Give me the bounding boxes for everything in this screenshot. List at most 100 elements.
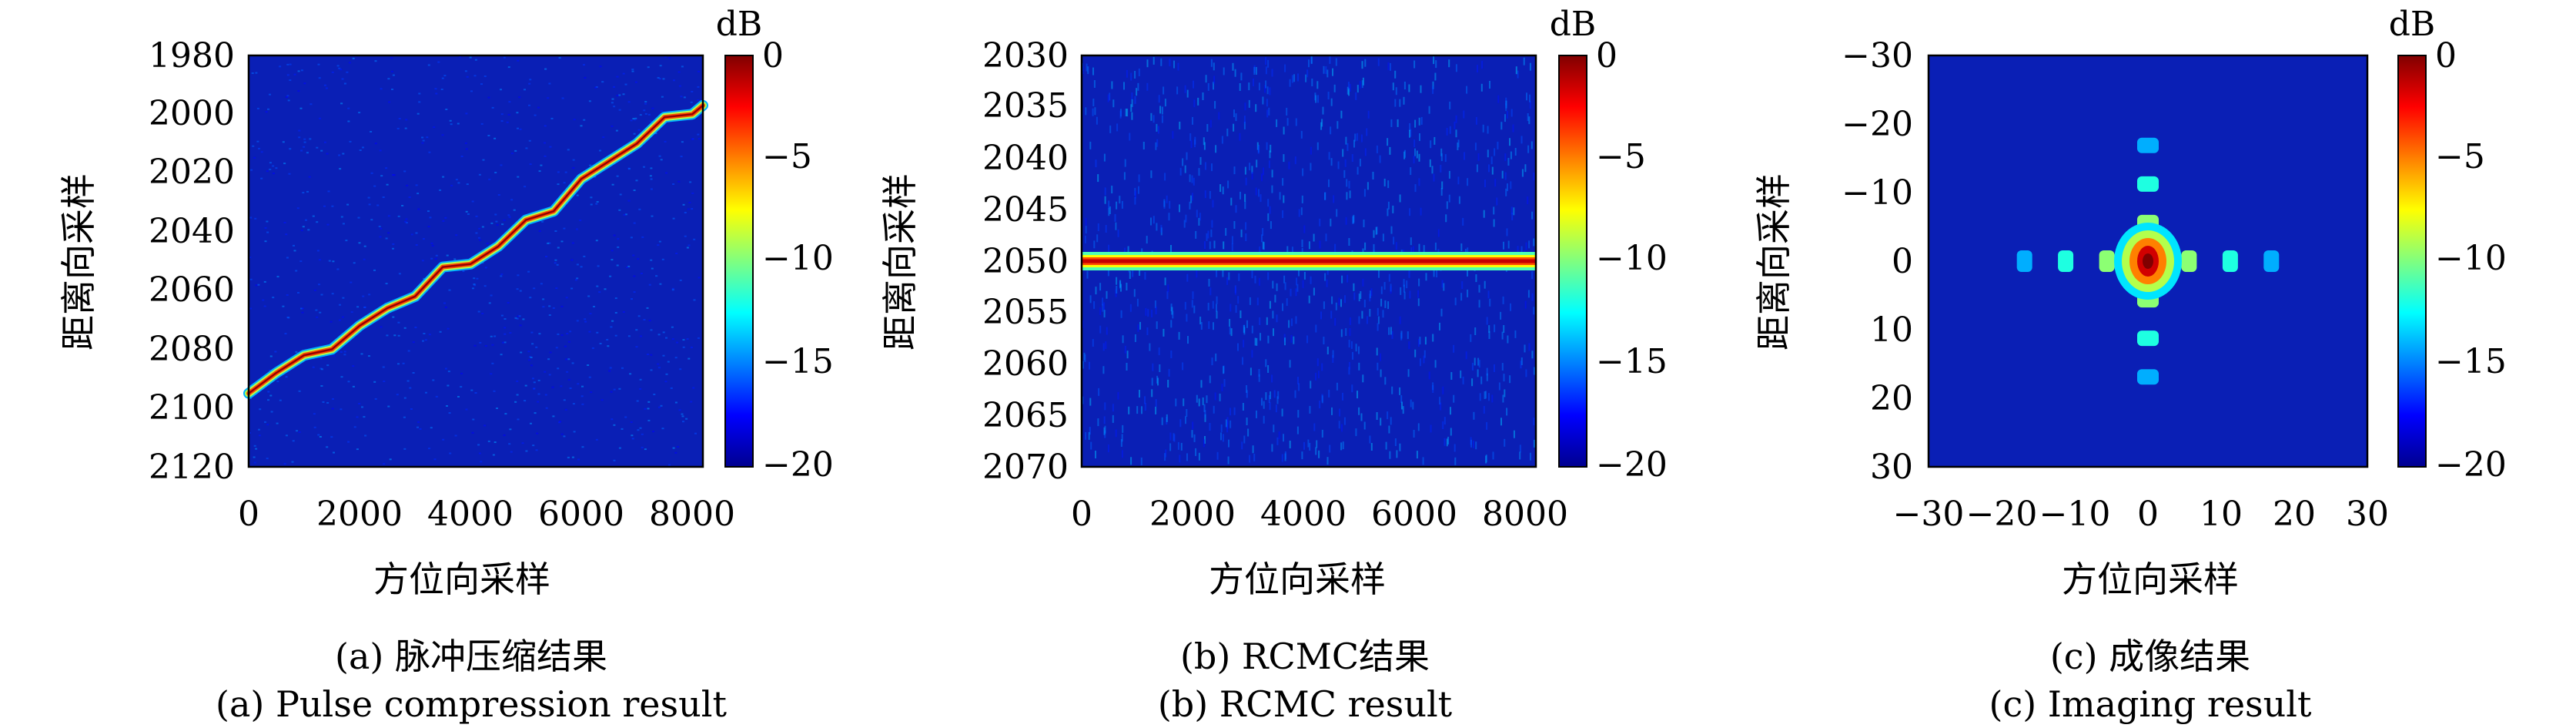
noise-speckle [1192,421,1194,430]
noise-speckle [1134,334,1136,342]
noise-speckle [341,78,344,80]
noise-speckle [516,288,519,290]
heatmap-b-band [1082,252,1535,270]
noise-speckle [1340,442,1343,451]
noise-speckle [1259,317,1261,325]
noise-speckle [514,149,517,152]
noise-speckle [1418,243,1420,252]
ytick-c-0: 0 [1892,242,1913,281]
noise-speckle [1506,408,1508,416]
noise-speckle [522,318,525,320]
noise-speckle [448,412,451,414]
noise-speckle [540,164,543,166]
noise-speckle [421,142,424,144]
noise-speckle [1170,351,1173,358]
noise-speckle [690,101,693,103]
noise-speckle [1295,118,1297,126]
noise-speckle [545,407,548,409]
axes-a-frame [247,54,704,468]
noise-speckle [1286,118,1289,126]
noise-speckle [1186,273,1189,282]
noise-speckle [1506,110,1508,119]
noise-speckle [410,233,413,236]
noise-speckle [1245,222,1247,230]
noise-speckle [1454,457,1457,465]
noise-speckle [1357,166,1359,175]
noise-speckle [1214,392,1216,401]
noise-speckle [286,74,289,76]
xtick-b-0: 0 [1071,495,1092,534]
noise-speckle [340,376,343,378]
noise-speckle [531,343,534,345]
noise-speckle [1185,214,1187,223]
noise-speckle [573,119,576,121]
noise-speckle [657,367,661,369]
ytick-a-2060: 2060 [149,270,235,310]
noise-speckle [374,60,377,62]
noise-speckle [254,217,257,220]
noise-speckle [639,378,642,381]
noise-speckle [1092,67,1094,75]
noise-speckle [1204,162,1206,170]
noise-speckle [1099,325,1102,334]
noise-speckle [570,287,574,290]
noise-speckle [637,315,641,317]
noise-speckle [1265,80,1267,89]
xtick-b-4000: 4000 [1260,495,1347,534]
noise-speckle [318,77,321,79]
noise-speckle [1261,173,1263,182]
noise-speckle [1524,300,1527,309]
noise-speckle [427,64,430,66]
noise-speckle [650,167,653,169]
noise-speckle [433,458,437,461]
noise-speckle [1265,359,1267,367]
noise-speckle [1351,384,1353,393]
panel-c: −30 −20 −10 0 10 20 30 −30 −20 −10 0 10 … [1753,5,2507,725]
noise-speckle [262,299,265,301]
noise-speckle [1507,240,1510,249]
noise-speckle [1387,201,1390,210]
noise-speckle [1470,439,1472,448]
noise-speckle [1212,300,1214,309]
noise-speckle [364,434,367,437]
noise-speckle [1180,442,1183,451]
noise-speckle [537,106,540,109]
noise-speckle [698,70,700,72]
noise-speckle [1177,62,1179,71]
noise-speckle [1119,110,1122,119]
noise-speckle [530,357,533,358]
noise-speckle [1353,292,1356,300]
noise-speckle [563,227,566,230]
noise-speckle [641,433,644,435]
noise-speckle [490,222,493,224]
noise-speckle [450,184,453,186]
noise-speckle [1360,413,1363,421]
noise-speckle [1147,309,1149,317]
noise-speckle [442,220,445,222]
noise-speckle [1524,344,1526,353]
noise-speckle [325,87,328,89]
xtick-a-2000: 2000 [316,495,403,534]
noise-speckle [300,149,303,152]
noise-speckle [1502,394,1504,403]
noise-speckle [1156,223,1158,231]
noise-speckle [333,354,336,357]
colorbar-b-tick-20: −20 [1596,445,1668,485]
colorbar-b-tick-0: 0 [1596,36,1618,75]
noise-speckle [437,61,440,63]
noise-speckle [1359,81,1361,89]
noise-speckle [634,119,637,121]
noise-speckle [629,373,632,375]
noise-speckle [635,179,638,182]
xtick-b-6000: 6000 [1371,495,1457,534]
noise-speckle [1141,406,1142,414]
noise-speckle [1125,109,1127,116]
noise-speckle [547,358,550,361]
noise-speckle [403,327,406,329]
noise-speckle [1528,240,1531,249]
noise-speckle [297,292,299,294]
noise-speckle [457,396,460,398]
colorbar-a-tick-5: −5 [762,137,812,176]
noise-speckle [1179,419,1182,428]
noise-speckle [478,452,481,455]
